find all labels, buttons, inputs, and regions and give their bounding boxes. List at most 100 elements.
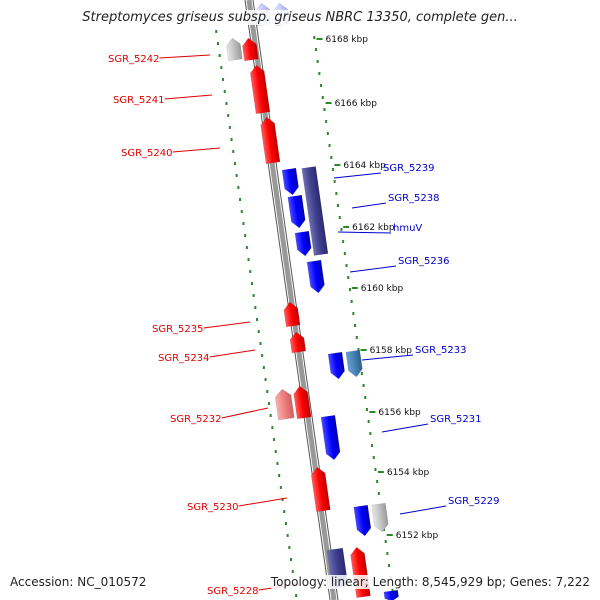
kbp-label: 6160 kbp <box>361 284 404 294</box>
axis-dot <box>290 558 293 561</box>
axis-dot <box>223 90 226 93</box>
axis-dot <box>331 168 334 171</box>
gene-feature[interactable] <box>310 466 331 513</box>
gene-label-sgr_5239[interactable]: SGR_5239 <box>383 163 435 174</box>
axis-dot <box>228 126 231 129</box>
axis-dot <box>242 222 245 225</box>
axis-dot <box>273 438 276 441</box>
gene-labels[interactable]: SGR_5242 SGR_5241 SGR_5240 SGR_5235 SGR_5234… <box>108 54 500 597</box>
kbp-label: 6156 kbp <box>378 408 421 418</box>
gene-label-sgr_5230[interactable]: SGR_5230 <box>187 502 239 513</box>
axis-dot <box>218 54 221 57</box>
axis-dot <box>278 474 281 477</box>
axis-dot <box>384 540 387 543</box>
axis-dot <box>357 348 360 351</box>
axis-dot <box>262 366 265 369</box>
gene-feature[interactable] <box>345 349 364 378</box>
leader-line <box>221 407 269 419</box>
gene-feature[interactable] <box>281 167 300 196</box>
gene-label-sgr_5229[interactable]: SGR_5229 <box>448 496 500 507</box>
axis-dot <box>386 552 389 555</box>
axis-dot <box>276 462 279 465</box>
gene-feature[interactable] <box>289 331 307 354</box>
axis-dot <box>321 96 324 99</box>
kbp-ticks: 6168 kbp 6166 kbp 6164 kbp 6162 kbp 6160 kbp… <box>316 35 438 541</box>
gene-feature[interactable] <box>274 388 295 421</box>
axis-dot <box>261 354 264 357</box>
axis-dot <box>314 48 317 51</box>
gene-feature[interactable] <box>260 116 281 165</box>
gene-feature[interactable] <box>249 64 271 115</box>
axis-dot <box>377 492 380 495</box>
axis-dot <box>256 318 259 321</box>
leader-line <box>172 147 221 153</box>
axis-dot <box>367 420 370 423</box>
axis-dot <box>326 132 329 135</box>
axis-dot <box>274 450 277 453</box>
gene-feature[interactable] <box>353 504 372 537</box>
axis-dots-left <box>215 30 298 597</box>
axis-dot <box>354 324 357 327</box>
axis-dot <box>247 258 250 261</box>
gene-feature[interactable] <box>283 301 301 328</box>
gene-feature[interactable] <box>241 37 259 62</box>
axis-dot <box>325 120 328 123</box>
leader-line <box>333 172 382 179</box>
leader-line <box>381 423 429 433</box>
gene-feature[interactable] <box>350 546 371 599</box>
leader-line <box>337 231 392 234</box>
axis-dot <box>388 564 391 567</box>
axis-dot <box>320 84 323 87</box>
gene-feature[interactable] <box>320 414 341 461</box>
leader-line <box>361 354 414 361</box>
gene-feature[interactable] <box>371 502 389 533</box>
gene-label-sgr_5242[interactable]: SGR_5242 <box>108 54 160 65</box>
axis-dot <box>216 42 219 45</box>
axis-dot <box>295 594 298 597</box>
axis-dot <box>342 240 345 243</box>
gene-feature[interactable] <box>306 259 325 294</box>
gene-feature[interactable] <box>225 37 243 62</box>
gene-label-sgr_5231[interactable]: SGR_5231 <box>430 414 482 425</box>
axis-dot <box>355 336 358 339</box>
gene-label-sgr_5228[interactable]: SGR_5228 <box>207 586 259 597</box>
axis-dot <box>232 150 235 153</box>
axis-dot <box>233 162 236 165</box>
gene-feature[interactable] <box>301 166 329 256</box>
gene-label-sgr_5235[interactable]: SGR_5235 <box>152 324 204 335</box>
axis-dot <box>350 300 353 303</box>
axis-dot <box>323 108 326 111</box>
gene-features[interactable] <box>225 2 399 600</box>
axis-dot <box>369 432 372 435</box>
gene-feature[interactable] <box>383 589 399 600</box>
axis-dot <box>338 216 341 219</box>
gene-feature[interactable] <box>293 385 312 420</box>
leader-line <box>351 202 387 209</box>
gene-label-sgr_5233[interactable]: SGR_5233 <box>415 345 467 356</box>
gene-label-sgr_5238[interactable]: SGR_5238 <box>388 193 440 204</box>
axis-dot <box>360 372 363 375</box>
axis-dot <box>250 282 253 285</box>
gene-label-sgr_5241[interactable]: SGR_5241 <box>113 95 165 106</box>
axis-dot <box>240 210 243 213</box>
axis-dot <box>318 72 321 75</box>
gene-feature[interactable] <box>327 351 346 380</box>
axis-dot <box>269 414 272 417</box>
gene-feature[interactable] <box>294 230 312 257</box>
axis-dots-right <box>313 36 394 591</box>
gene-label-hmuv[interactable]: hmuV <box>393 223 422 234</box>
axis-dot <box>267 402 270 405</box>
axis-dot <box>230 138 233 141</box>
genome-summary-text: Topology: linear; Length: 8,545,929 bp; … <box>270 575 590 589</box>
leader-line <box>159 54 211 59</box>
gene-label-sgr_5240[interactable]: SGR_5240 <box>121 148 173 159</box>
axis-dot <box>364 396 367 399</box>
axis-dot <box>225 102 228 105</box>
gene-label-sgr_5236[interactable]: SGR_5236 <box>398 256 450 267</box>
gene-label-sgr_5234[interactable]: SGR_5234 <box>158 353 210 364</box>
gene-label-sgr_5232[interactable]: SGR_5232 <box>170 414 222 425</box>
gene-feature[interactable] <box>287 194 306 229</box>
axis-dot <box>337 204 340 207</box>
kbp-label: 6168 kbp <box>326 35 369 45</box>
